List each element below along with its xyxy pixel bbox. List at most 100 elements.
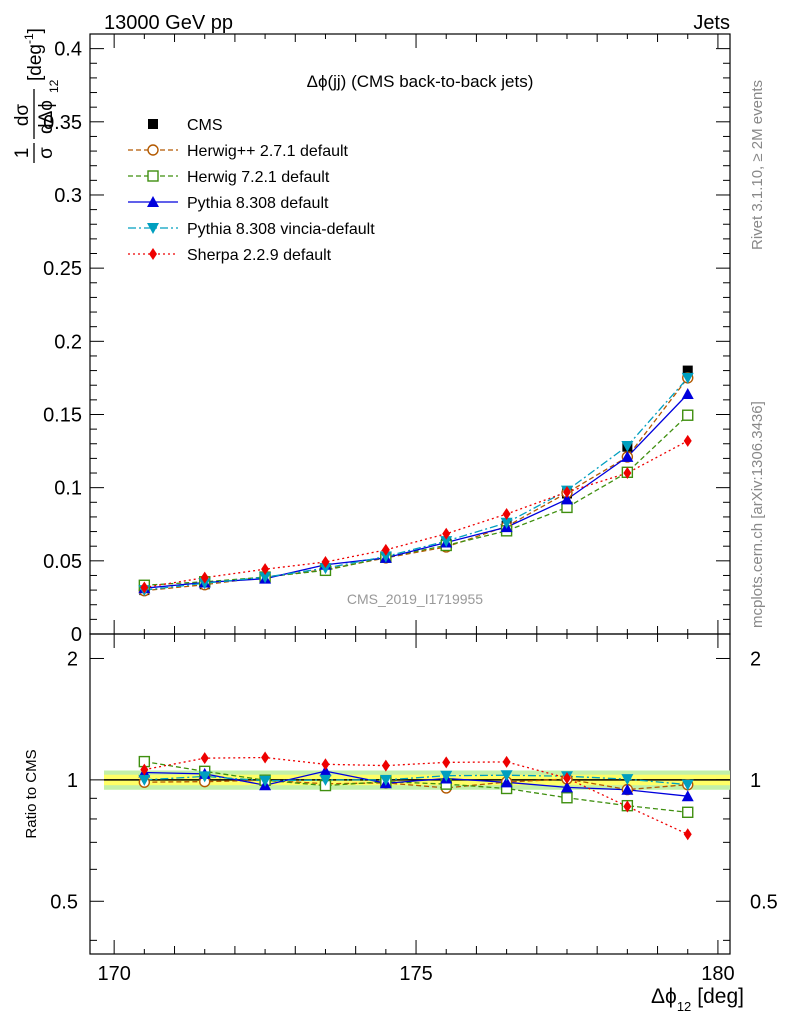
y-tick-label: 0.1 — [54, 478, 82, 500]
data-point — [560, 493, 573, 505]
x-tick-label: 170 — [97, 963, 130, 985]
axis-tick-labels: 170 175 180 0 0.05 0.1 0.15 0.2 0.25 0.3 0.35 0.4 0.… — [43, 39, 778, 985]
data-point — [261, 563, 270, 576]
series-line-3 — [144, 393, 689, 589]
data-point — [198, 578, 211, 590]
ratio-point — [138, 774, 151, 786]
data-point — [681, 388, 694, 399]
data-point — [683, 434, 692, 447]
main-y-axis-label: 1 σ dσ dΔϕ 12 [deg-1] — [12, 28, 61, 163]
y-tick-label: 0.2 — [54, 331, 82, 353]
legend-marker — [148, 119, 158, 129]
ratio-point — [621, 774, 634, 786]
data-point — [321, 556, 330, 568]
energy-label: 13000 GeV pp — [104, 12, 233, 34]
main-plot-frame — [89, 33, 731, 635]
legend-marker — [147, 196, 159, 207]
ratio-line-2 — [144, 770, 688, 797]
ratio-line-3 — [144, 774, 688, 786]
ratio-point — [200, 752, 209, 765]
ratio-point — [623, 800, 632, 813]
ratio-point — [621, 783, 634, 795]
y-tick-label: 0.3 — [54, 185, 82, 207]
data-point — [681, 372, 694, 384]
y-label-frac-den: σ — [36, 147, 57, 159]
ratio-point — [500, 770, 513, 782]
ratio-point — [198, 771, 211, 783]
ratio-y-tick-label: 1 — [67, 770, 78, 792]
y-label-d-den: dΔϕ — [36, 100, 57, 134]
ratio-point — [259, 775, 272, 787]
data-point — [682, 365, 693, 376]
series-line-1 — [144, 377, 689, 592]
series-markers — [138, 365, 694, 841]
legend-label: Herwig++ 2.7.1 default — [187, 143, 349, 160]
legend-marker — [149, 248, 157, 260]
ratio-line-1 — [144, 760, 688, 813]
ratio-y-axis-label: Ratio to CMS — [23, 749, 40, 838]
data-point — [140, 581, 149, 594]
ratio-point — [140, 763, 149, 776]
ratio-plot-frame — [89, 633, 731, 955]
data-point — [502, 508, 511, 520]
ratio-point — [681, 790, 694, 802]
chart-title: Δϕ(jj) (CMS back-to-back jets) — [307, 72, 534, 91]
ratio-point — [381, 759, 390, 772]
data-point — [440, 536, 453, 548]
legend: CMS Herwig++ 2.7.1 default Herwig 7.2.1 de… — [128, 117, 375, 264]
y-label-frac-num: 1 — [12, 148, 33, 159]
ratio-point — [682, 806, 694, 818]
ratio-point — [261, 751, 270, 764]
ratio-line-4 — [144, 756, 689, 835]
y-label-d-den-sub: 12 — [47, 79, 61, 93]
legend-label: Herwig 7.2.1 default — [187, 169, 330, 186]
ratio-point — [502, 755, 511, 768]
data-point — [682, 409, 694, 421]
ratio-y-tick-label-right: 2 — [750, 648, 761, 670]
legend-marker — [147, 223, 159, 234]
data-point — [623, 467, 632, 480]
process-label: Jets — [693, 12, 730, 34]
ratio-y-tick-label-right: 1 — [750, 770, 761, 792]
legend-label: CMS — [187, 117, 223, 134]
x-tick-label: 180 — [701, 963, 734, 985]
ratio-point — [319, 774, 332, 786]
data-point — [621, 440, 634, 452]
ratio-point — [560, 781, 573, 793]
y-label-d-num: dσ — [12, 104, 33, 127]
ratio-y-tick-label-right: 0.5 — [750, 891, 778, 913]
data-point — [442, 527, 451, 540]
y-label-unit: [deg-1] — [22, 28, 46, 81]
legend-marker — [147, 170, 159, 182]
ratio-line-0 — [144, 778, 688, 791]
ratio-point — [321, 758, 330, 771]
y-tick-label: 0.4 — [54, 39, 82, 61]
rivet-version-label: Rivet 3.1.10, ≥ 2M events — [749, 80, 766, 250]
legend-label: Pythia 8.308 default — [187, 195, 329, 212]
series-line-4 — [144, 377, 689, 591]
data-point — [381, 543, 390, 556]
ratio-point — [442, 756, 451, 769]
ratio-point — [379, 774, 392, 786]
data-point — [200, 571, 209, 584]
series-line-2 — [144, 414, 689, 586]
ratio-point — [500, 776, 513, 788]
y-tick-label: 0.25 — [43, 258, 82, 280]
ratio-point — [562, 772, 571, 785]
ratio-point — [561, 792, 573, 804]
data-point — [259, 572, 272, 584]
data-point — [500, 517, 513, 529]
ratio-point — [440, 770, 453, 782]
y-tick-label: 0.35 — [43, 112, 82, 134]
data-point — [621, 450, 634, 462]
legend-label: Sherpa 2.2.9 default — [187, 247, 332, 264]
data-point — [379, 551, 392, 563]
x-axis-label: Δϕ12 [deg] — [651, 985, 744, 1014]
y-tick-label: 0.05 — [43, 551, 82, 573]
y-tick-label: 0 — [71, 624, 82, 646]
series-lines — [144, 377, 689, 835]
series-line-5 — [144, 440, 689, 589]
data-point — [319, 563, 332, 575]
